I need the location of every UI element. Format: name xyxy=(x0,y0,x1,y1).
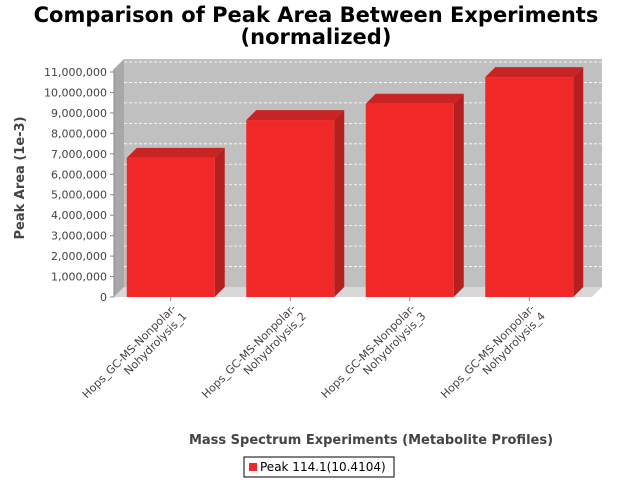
x-axis-category-labels: Hops_GC-MS-Nonpolar-Nohydrolysis_1 Hops_G… xyxy=(80,301,548,411)
legend-swatch xyxy=(249,463,257,471)
x-category-label: Hops_GC-MS-Nonpolar-Nohydrolysis_1 xyxy=(80,301,190,411)
y-tick-label: 8,000,000 xyxy=(51,127,107,140)
bars xyxy=(126,67,584,301)
y-tick-label: 1,000,000 xyxy=(51,271,107,284)
bar-top xyxy=(365,93,464,104)
bar xyxy=(246,110,345,301)
x-category-label: Hops_GC-MS-Nonpolar-Nohydrolysis_4 xyxy=(438,301,548,411)
y-tick-label: 7,000,000 xyxy=(51,148,107,161)
bar xyxy=(126,147,225,301)
chart-title-line-1: Comparison of Peak Area Between Experime… xyxy=(34,3,599,27)
plot-left-wall xyxy=(114,59,124,297)
y-tick-label: 2,000,000 xyxy=(51,250,107,263)
bar xyxy=(365,93,464,301)
legend-box xyxy=(243,456,395,478)
y-axis-label: Peak Area (1e-3) xyxy=(13,116,28,239)
plot-back-wall xyxy=(124,59,602,287)
y-axis-ticks: 0 1,000,000 2,000,000 3,000,000 4,000,000 5,0… xyxy=(44,61,602,304)
x-axis-label: Mass Spectrum Experiments (Metabolite Pr… xyxy=(189,433,553,448)
bar-top xyxy=(126,147,225,158)
y-tick-label: 4,000,000 xyxy=(51,209,107,222)
bar xyxy=(485,67,584,301)
y-tick-label: 9,000,000 xyxy=(51,107,107,120)
bar-side xyxy=(573,67,584,297)
x-category-label: Hops_GC-MS-Nonpolar-Nohydrolysis_3 xyxy=(319,301,429,411)
bar-front xyxy=(365,103,454,297)
y-tick-label: 6,000,000 xyxy=(51,168,107,181)
chart-title-line-2: (normalized) xyxy=(241,25,392,49)
bar-side xyxy=(214,147,225,297)
bar-front xyxy=(485,77,574,297)
legend-label: Peak 114.1(10.4104) xyxy=(260,460,386,474)
plot-area xyxy=(114,59,602,297)
y-tick-label: 5,000,000 xyxy=(51,189,107,202)
bar-front xyxy=(126,157,215,297)
y-tick-label: 0 xyxy=(100,291,107,304)
y-tick-label: 11,000,000 xyxy=(44,66,107,79)
bar-top xyxy=(246,110,345,121)
y-tick-label: 3,000,000 xyxy=(51,230,107,243)
bar-side xyxy=(334,110,345,298)
bar-top xyxy=(485,67,584,78)
bar-front xyxy=(246,120,335,298)
legend: Peak 114.1(10.4104) xyxy=(243,456,395,478)
plot-floor xyxy=(114,287,602,297)
y-tick-label: 10,000,000 xyxy=(44,86,107,99)
bar-side xyxy=(453,93,464,297)
x-category-label: Hops_GC-MS-Nonpolar-Nohydrolysis_2 xyxy=(199,301,309,411)
